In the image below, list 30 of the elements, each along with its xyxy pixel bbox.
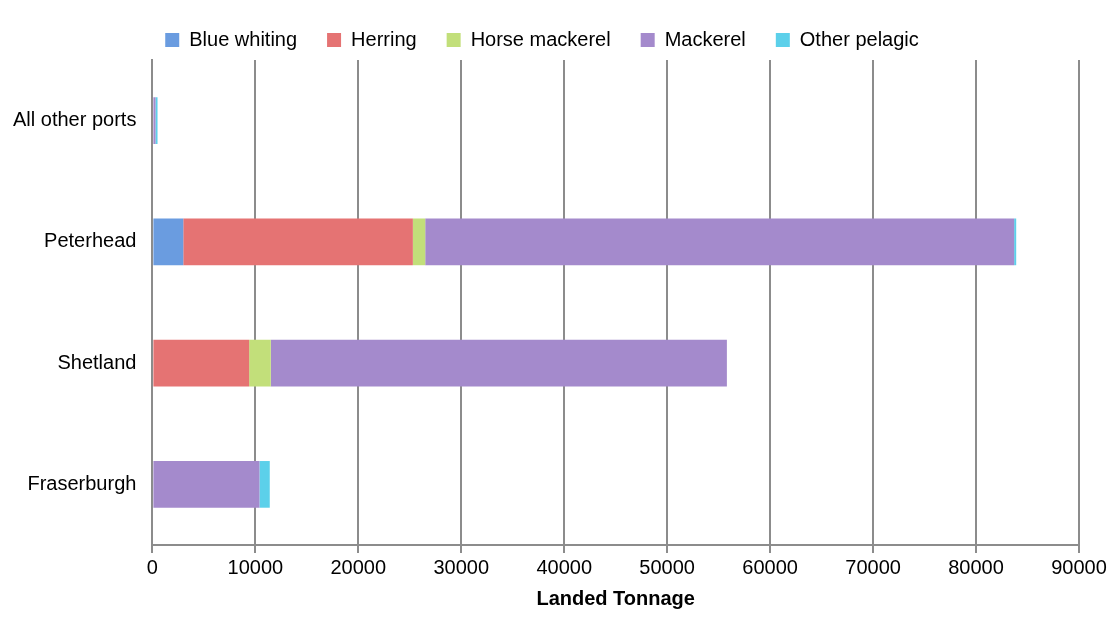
y-tick-label: Shetland bbox=[57, 350, 137, 373]
y-tick-label: Fraserburgh bbox=[27, 471, 137, 494]
bar bbox=[412, 218, 426, 266]
x-tick-label: 70000 bbox=[845, 555, 901, 578]
x-tick-label: 80000 bbox=[948, 555, 1004, 578]
y-tick-label: Peterhead bbox=[44, 229, 137, 252]
x-tick-label: 50000 bbox=[639, 555, 695, 578]
bar bbox=[153, 339, 250, 387]
bar bbox=[153, 218, 184, 266]
bar bbox=[425, 218, 1015, 266]
bar bbox=[153, 461, 260, 508]
x-tick-label: 20000 bbox=[330, 555, 387, 578]
x-tick-label: 60000 bbox=[742, 555, 798, 578]
bar bbox=[183, 218, 413, 266]
x-tick-label: 90000 bbox=[1051, 555, 1107, 578]
x-tick-label: 30000 bbox=[433, 555, 490, 578]
bar bbox=[259, 461, 270, 508]
bar bbox=[249, 339, 271, 387]
x-axis-title: Landed Tonnage bbox=[536, 586, 695, 609]
legend-label: Herring bbox=[351, 27, 417, 50]
legend-label: Blue whiting bbox=[189, 27, 298, 50]
bar bbox=[270, 339, 727, 387]
legend-label: Mackerel bbox=[664, 27, 746, 50]
legend-label: Other pelagic bbox=[799, 27, 919, 50]
x-tick-label: 10000 bbox=[227, 555, 284, 578]
x-tick-label: 0 bbox=[146, 555, 158, 578]
legend-label: Horse mackerel bbox=[470, 27, 611, 50]
y-tick-label: All other ports bbox=[13, 108, 137, 131]
bar bbox=[1014, 218, 1017, 266]
x-tick-label: 40000 bbox=[536, 555, 593, 578]
